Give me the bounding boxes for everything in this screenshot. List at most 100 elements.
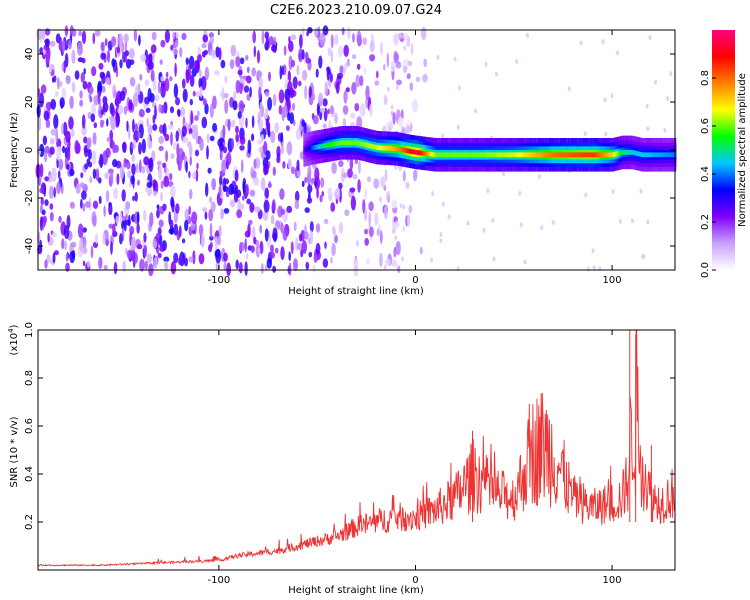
heatmap-cell — [43, 110, 50, 121]
heatmap-cell — [492, 256, 496, 262]
track-cell — [662, 152, 664, 158]
heatmap-cell — [323, 218, 329, 225]
track-cell — [419, 150, 422, 156]
heatmap-cell — [173, 252, 179, 264]
heatmap-cell — [212, 95, 217, 110]
heatmap-cell — [189, 155, 192, 166]
heatmap-cell — [330, 34, 334, 49]
track-cell — [432, 152, 435, 157]
track-cell — [602, 152, 604, 158]
track-cell — [504, 152, 507, 158]
heatmap-cell — [157, 227, 162, 236]
track-cell — [658, 152, 661, 158]
heatmap-cell — [324, 81, 328, 95]
heatmap-cell — [163, 101, 168, 114]
heatmap-cell — [173, 83, 179, 99]
heatmap-cell — [184, 219, 189, 232]
heatmap-cell — [146, 118, 149, 127]
heatmap-cell — [71, 28, 77, 37]
heatmap-cell — [42, 135, 48, 146]
heatmap-cell — [193, 60, 199, 72]
heatmap-cell — [293, 258, 298, 272]
heatmap-cell — [305, 261, 310, 270]
heatmap-cell — [392, 228, 396, 234]
track-cell — [360, 141, 362, 147]
heatmap-cell — [61, 122, 64, 135]
heatmap-cell — [41, 209, 46, 216]
heatmap-cell — [209, 222, 213, 238]
heatmap-cell — [312, 115, 319, 125]
track-cell — [605, 152, 608, 158]
heatmap-cell — [253, 45, 256, 58]
track-cell — [372, 144, 375, 150]
heatmap-cell — [221, 159, 227, 174]
track-cell — [619, 150, 622, 156]
heatmap-cell — [138, 159, 142, 173]
heatmap-cell — [250, 169, 257, 180]
heatmap-cell — [305, 51, 309, 61]
heatmap-cell — [217, 235, 222, 246]
heatmap-cell — [259, 224, 263, 234]
heatmap-cell — [146, 253, 152, 264]
heatmap-cell — [175, 31, 180, 39]
heatmap-cell — [369, 104, 373, 117]
heatmap-cell — [144, 260, 148, 270]
track-cell — [396, 146, 398, 152]
heatmap-cell — [313, 27, 319, 38]
heatmap-cell — [350, 112, 356, 119]
heatmap-cell — [347, 26, 351, 40]
track-cell — [561, 152, 564, 158]
heatmap-cell — [156, 160, 162, 166]
heatmap-cell — [205, 182, 209, 197]
heatmap-cell — [143, 209, 147, 222]
heatmap-cell — [334, 34, 339, 46]
track-cell — [366, 142, 368, 148]
heatmap-cell — [430, 257, 433, 263]
heatmap-cell — [250, 245, 255, 253]
track-cell — [511, 152, 513, 158]
heatmap-cell — [203, 49, 209, 55]
track-cell — [517, 152, 519, 158]
heatmap-cell — [79, 99, 84, 107]
heatmap-cell — [199, 138, 204, 151]
heatmap-cell — [484, 61, 488, 67]
heatmap-cell — [669, 71, 673, 77]
heatmap-cell — [486, 188, 490, 194]
heatmap-cell — [319, 32, 326, 47]
snr-series-line — [37, 329, 675, 567]
heatmap-cell — [149, 212, 154, 227]
track-cell — [611, 152, 614, 158]
track-cell — [305, 147, 307, 152]
track-cell — [632, 150, 634, 155]
track-cell — [385, 145, 387, 151]
heatmap-cell — [85, 201, 91, 208]
heatmap-cell — [406, 214, 411, 227]
track-cell — [487, 152, 490, 158]
heatmap-cell — [412, 169, 418, 182]
heatmap-cell — [611, 189, 615, 195]
heatmap-cell — [280, 208, 286, 215]
heatmap-cell — [198, 95, 204, 102]
heatmap-cell — [139, 258, 145, 272]
heatmap-cell — [74, 140, 80, 154]
heatmap-cell — [185, 68, 190, 84]
heatmap-cell — [266, 257, 272, 269]
heatmap-cell — [343, 44, 350, 57]
heatmap-cell — [69, 168, 75, 177]
heatmap-cell — [102, 232, 106, 245]
colorbar-tick-label: 0.8 — [700, 70, 711, 86]
track-cell — [468, 152, 471, 158]
track-cell — [638, 151, 641, 157]
heatmap-cell — [122, 51, 127, 63]
heatmap-cell — [431, 191, 435, 197]
heatmap-cell — [519, 222, 523, 228]
heatmap-cell — [126, 161, 131, 170]
heatmap-cell — [49, 211, 54, 222]
heatmap-cell — [95, 233, 98, 244]
heatmap-cell — [253, 236, 257, 245]
track-cell — [481, 152, 483, 158]
snr-xtick-label: 100 — [603, 575, 622, 586]
heatmap-cell — [357, 179, 361, 193]
track-cell — [361, 141, 364, 147]
